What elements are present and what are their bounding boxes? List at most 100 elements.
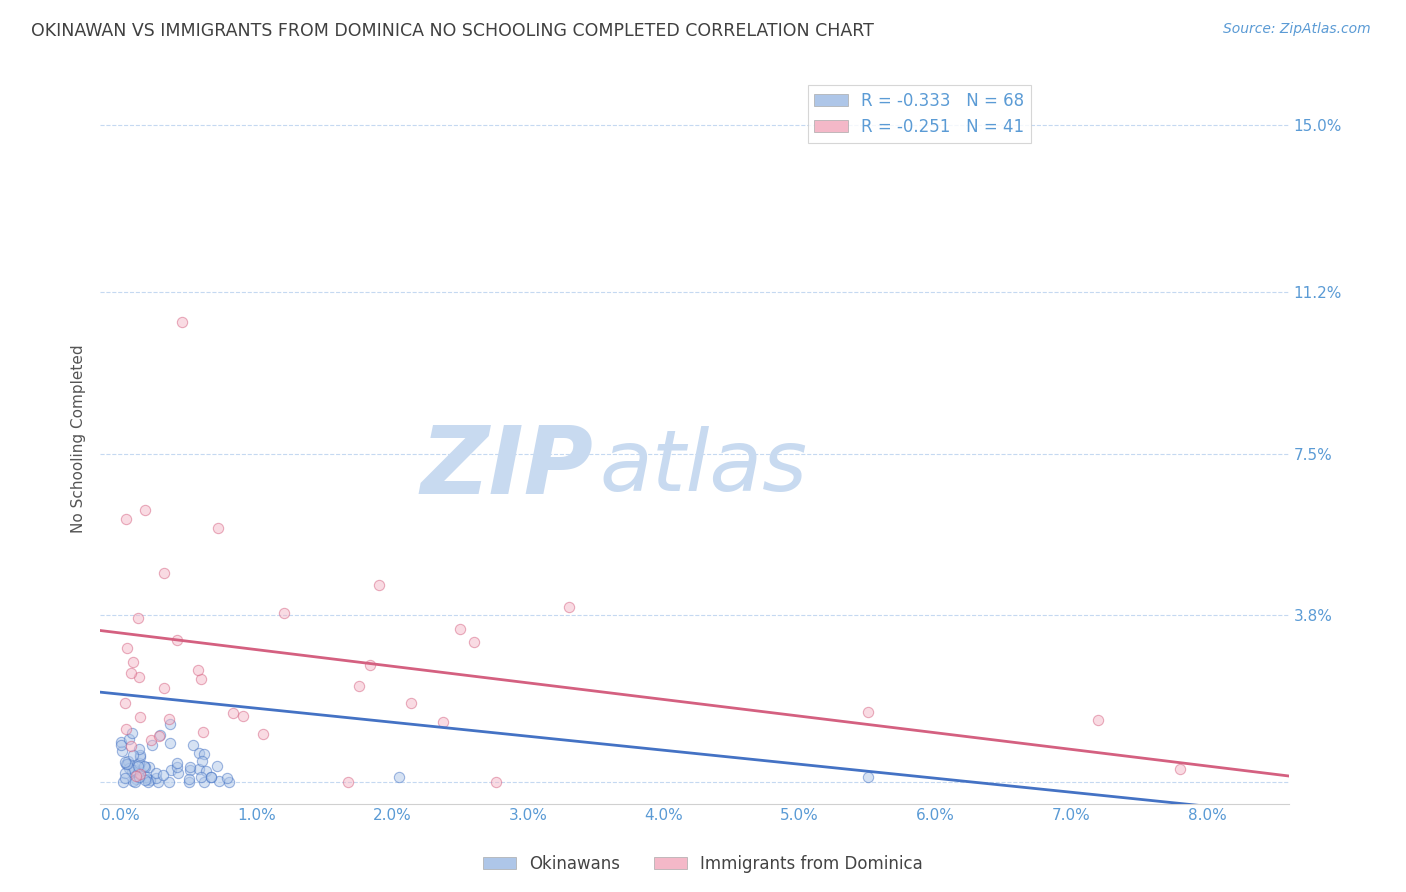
Point <box>252 727 274 741</box>
Point <box>359 657 381 672</box>
Point <box>188 762 211 776</box>
Point <box>232 709 254 723</box>
Point <box>208 774 231 789</box>
Point <box>128 710 150 724</box>
Point <box>166 632 188 647</box>
Point <box>114 771 136 785</box>
Point <box>432 714 454 729</box>
Point <box>179 774 201 789</box>
Point <box>222 706 245 720</box>
Point <box>181 738 204 752</box>
Point <box>336 774 359 789</box>
Point <box>136 774 159 789</box>
Point <box>135 770 157 784</box>
Point <box>129 766 152 780</box>
Point <box>121 764 143 779</box>
Point <box>1087 714 1109 728</box>
Point <box>128 756 150 771</box>
Point <box>856 770 879 784</box>
Point <box>190 672 212 686</box>
Point <box>134 760 156 774</box>
Point <box>191 725 214 739</box>
Point <box>114 722 136 736</box>
Point <box>117 755 139 769</box>
Point <box>195 764 218 778</box>
Point <box>149 728 172 742</box>
Point <box>115 640 138 655</box>
Point <box>146 774 169 789</box>
Point <box>141 738 163 752</box>
Point <box>170 315 193 329</box>
Point <box>166 766 188 780</box>
Legend: Okinawans, Immigrants from Dominica: Okinawans, Immigrants from Dominica <box>477 848 929 880</box>
Point <box>139 733 162 747</box>
Point <box>399 696 422 710</box>
Text: OKINAWAN VS IMMIGRANTS FROM DOMINICA NO SCHOOLING COMPLETED CORRELATION CHART: OKINAWAN VS IMMIGRANTS FROM DOMINICA NO … <box>31 22 873 40</box>
Point <box>856 705 879 719</box>
Point <box>166 756 188 771</box>
Point <box>557 599 579 614</box>
Point <box>121 655 143 669</box>
Point <box>134 759 156 773</box>
Point <box>179 763 201 777</box>
Point <box>120 739 142 753</box>
Point <box>1168 762 1191 776</box>
Point <box>148 729 170 743</box>
Y-axis label: No Schooling Completed: No Schooling Completed <box>72 344 86 533</box>
Point <box>200 770 222 784</box>
Point <box>110 735 132 749</box>
Point <box>127 759 149 773</box>
Point <box>138 759 160 773</box>
Point <box>205 759 228 773</box>
Point <box>124 774 146 789</box>
Point <box>114 755 136 769</box>
Point <box>187 664 209 678</box>
Point <box>179 760 201 774</box>
Point <box>367 578 389 592</box>
Point <box>110 738 132 752</box>
Point <box>152 767 174 781</box>
Point <box>127 611 149 625</box>
Text: atlas: atlas <box>599 426 807 509</box>
Point <box>125 769 148 783</box>
Point <box>111 744 134 758</box>
Text: ZIP: ZIP <box>420 422 593 514</box>
Point <box>111 774 134 789</box>
Point <box>349 679 371 693</box>
Point <box>159 716 181 731</box>
Point <box>157 712 180 726</box>
Point <box>114 697 136 711</box>
Point <box>134 773 156 788</box>
Point <box>128 742 150 756</box>
Point <box>114 766 136 780</box>
Point <box>135 772 157 786</box>
Point <box>145 766 167 780</box>
Point <box>122 759 145 773</box>
Point <box>115 512 138 526</box>
Point <box>166 760 188 774</box>
Point <box>485 774 508 789</box>
Point <box>157 774 180 789</box>
Legend: R = -0.333   N = 68, R = -0.251   N = 41: R = -0.333 N = 68, R = -0.251 N = 41 <box>807 85 1031 143</box>
Point <box>273 606 295 620</box>
Point <box>118 732 141 747</box>
Point <box>152 566 174 580</box>
Point <box>388 770 411 784</box>
Point <box>118 761 141 775</box>
Point <box>122 763 145 777</box>
Point <box>463 635 485 649</box>
Point <box>134 503 156 517</box>
Point <box>160 763 183 777</box>
Point <box>128 770 150 784</box>
Point <box>217 772 239 786</box>
Point <box>128 670 150 684</box>
Point <box>200 770 222 784</box>
Point <box>193 747 215 761</box>
Point <box>145 771 167 785</box>
Point <box>121 726 143 740</box>
Point <box>207 521 229 535</box>
Point <box>190 755 212 769</box>
Point <box>190 770 212 784</box>
Point <box>218 774 240 789</box>
Point <box>153 681 176 695</box>
